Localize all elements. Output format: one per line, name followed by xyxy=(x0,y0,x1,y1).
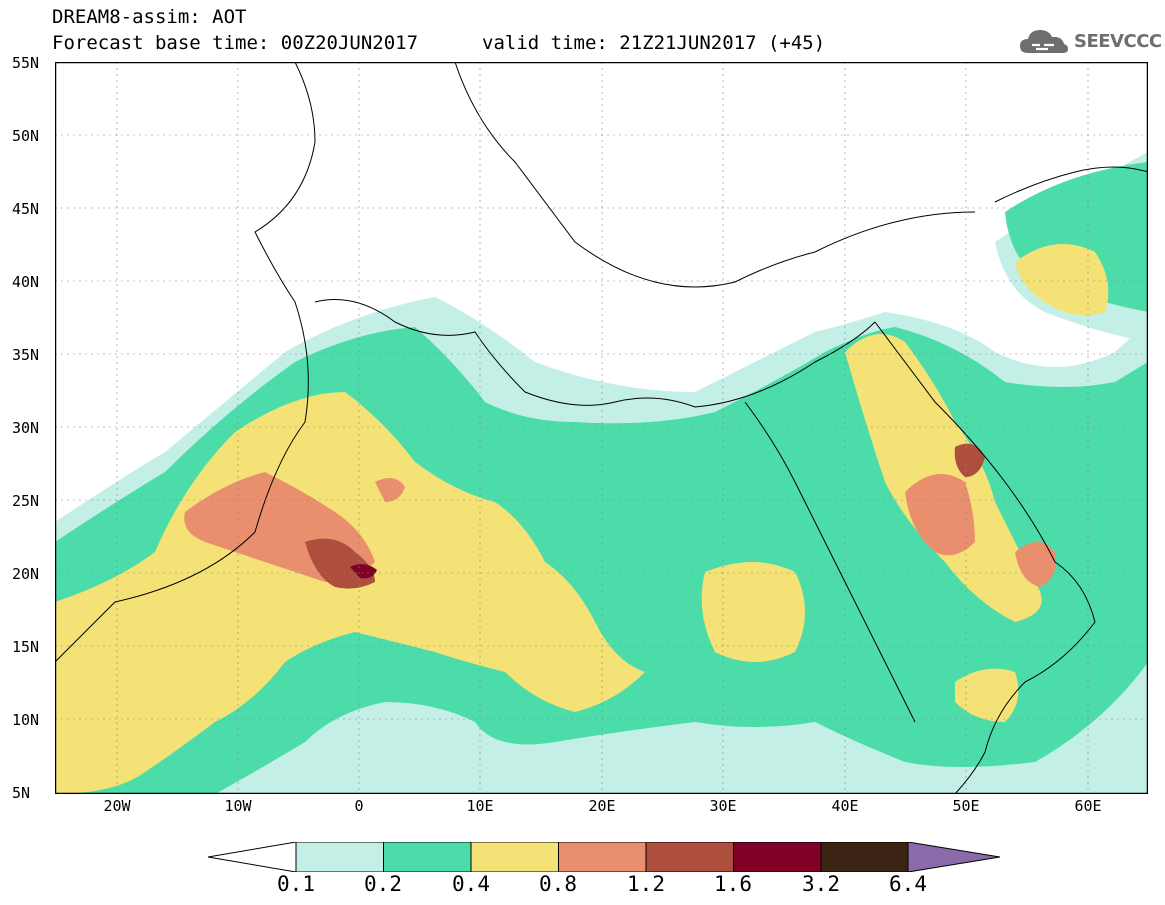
lat-label: 25N xyxy=(12,492,40,510)
lat-label: 45N xyxy=(12,200,40,218)
lon-label: 50E xyxy=(952,797,980,815)
colorbar-label: 1.2 xyxy=(627,872,665,896)
colorbar-label: 0.8 xyxy=(539,872,577,896)
logo-text: SEEVCCC xyxy=(1074,30,1162,52)
lon-label: 60E xyxy=(1074,797,1102,815)
lat-label: 55N xyxy=(12,54,40,72)
lat-label: 50N xyxy=(12,127,40,145)
colorbar-bin xyxy=(295,842,384,872)
colorbar-label: 0.2 xyxy=(364,872,402,896)
coastlines xyxy=(55,62,1148,794)
valid-time: valid time: 21Z21JUN2017 (+45) xyxy=(482,32,826,54)
colorbar-bin xyxy=(558,842,647,872)
aot-map xyxy=(55,62,1148,794)
colorbar xyxy=(208,842,1000,872)
lat-label: 5N xyxy=(12,784,31,802)
lon-label: 0 xyxy=(354,797,364,815)
colorbar-label: 3.2 xyxy=(802,872,840,896)
lon-label: 30E xyxy=(709,797,737,815)
colorbar-label: 6.4 xyxy=(889,872,927,896)
colorbar-low-arrow xyxy=(208,842,297,872)
lat-label: 35N xyxy=(12,346,40,364)
lat-label: 15N xyxy=(12,638,40,656)
lon-label: 40E xyxy=(831,797,859,815)
colorbar-bin xyxy=(733,842,822,872)
lat-label: 10N xyxy=(12,711,40,729)
colorbar-label: 0.4 xyxy=(452,872,490,896)
colorbar-bin xyxy=(645,842,734,872)
lon-label: 20E xyxy=(588,797,616,815)
aot-contour-1.2 xyxy=(305,443,985,589)
graticule xyxy=(55,62,1148,794)
chart-title: DREAM8-assim: AOT xyxy=(52,6,247,28)
lon-label: 20W xyxy=(103,797,131,815)
colorbar-high-arrow xyxy=(907,842,1000,872)
colorbar-label: 0.1 xyxy=(277,872,315,896)
colorbar-bin xyxy=(470,842,559,872)
lat-label: 40N xyxy=(12,273,40,291)
colorbar-bin xyxy=(820,842,909,872)
lon-label: 10E xyxy=(466,797,494,815)
colorbar-bin xyxy=(383,842,472,872)
aot-contour-1.6 xyxy=(350,564,377,579)
cloud-icon xyxy=(1020,30,1068,53)
lat-label: 30N xyxy=(12,419,40,437)
seevccc-logo: SEEVCCC xyxy=(1018,26,1162,56)
colorbar-label: 1.6 xyxy=(714,872,752,896)
forecast-base-time: Forecast base time: 00Z20JUN2017 xyxy=(52,32,419,54)
lat-label: 20N xyxy=(12,565,40,583)
lon-label: 10W xyxy=(224,797,252,815)
